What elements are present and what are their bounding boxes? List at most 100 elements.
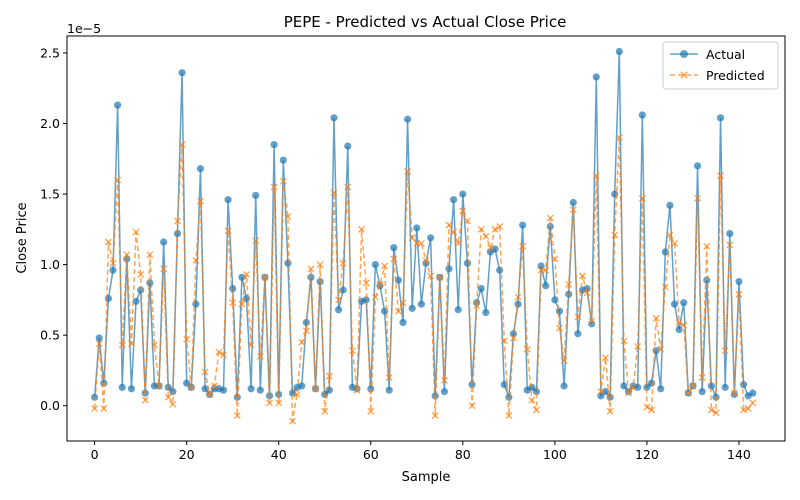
data-point-predicted bbox=[703, 242, 711, 250]
data-point-actual bbox=[196, 165, 205, 173]
data-point-predicted bbox=[625, 389, 633, 397]
data-point-actual bbox=[104, 294, 113, 303]
data-point-actual bbox=[238, 273, 246, 281]
data-point-predicted bbox=[684, 389, 692, 397]
data-point-predicted bbox=[201, 368, 209, 376]
data-point-predicted bbox=[707, 406, 715, 414]
data-point-actual bbox=[247, 385, 255, 393]
x-tick-label: 20 bbox=[179, 447, 195, 462]
data-point-predicted bbox=[422, 256, 430, 264]
data-point-predicted bbox=[247, 341, 255, 349]
data-point-predicted bbox=[565, 280, 573, 288]
data-point-actual bbox=[643, 383, 651, 391]
data-point-actual bbox=[698, 388, 706, 396]
data-point-predicted bbox=[132, 228, 140, 236]
data-point-predicted bbox=[238, 300, 246, 308]
data-point-actual bbox=[707, 382, 715, 390]
data-point-predicted bbox=[454, 239, 462, 247]
data-point-actual bbox=[620, 382, 628, 390]
data-point-actual bbox=[601, 388, 610, 396]
data-point-predicted bbox=[390, 255, 398, 263]
data-point-actual bbox=[551, 296, 559, 304]
data-point-predicted bbox=[164, 393, 172, 401]
data-point-predicted bbox=[127, 340, 135, 348]
data-point-predicted bbox=[477, 225, 485, 233]
data-point-predicted bbox=[726, 241, 734, 249]
y-tick-label: 1.0 bbox=[40, 257, 60, 272]
data-point-actual bbox=[118, 383, 126, 391]
data-point-actual bbox=[427, 234, 435, 242]
data-point-actual bbox=[703, 276, 711, 284]
y-tick-label: 2.0 bbox=[40, 116, 60, 131]
data-point-actual bbox=[229, 284, 237, 293]
data-point-predicted bbox=[551, 255, 559, 263]
data-point-predicted bbox=[381, 262, 389, 270]
data-point-predicted bbox=[431, 412, 439, 420]
data-point-predicted bbox=[399, 299, 407, 307]
data-point-actual bbox=[638, 111, 646, 119]
data-point-predicted bbox=[224, 227, 232, 235]
data-point-predicted bbox=[675, 318, 683, 326]
data-point-predicted bbox=[206, 390, 214, 398]
data-point-predicted bbox=[362, 279, 370, 287]
data-point-actual bbox=[693, 162, 702, 170]
data-point-predicted bbox=[371, 293, 379, 301]
data-point-predicted bbox=[574, 313, 582, 321]
data-point-actual bbox=[417, 300, 425, 308]
data-point-predicted bbox=[178, 141, 186, 149]
data-point-actual bbox=[132, 297, 140, 305]
legend-label-predicted: Predicted bbox=[706, 68, 765, 83]
x-tick-label: 80 bbox=[455, 447, 471, 462]
data-point-actual bbox=[555, 307, 564, 315]
data-point-actual bbox=[127, 385, 136, 393]
data-point-actual bbox=[233, 393, 241, 401]
data-point-actual bbox=[270, 141, 278, 149]
data-point-actual bbox=[440, 388, 449, 396]
data-point-actual bbox=[661, 248, 669, 256]
data-point-actual bbox=[459, 190, 467, 198]
data-point-actual bbox=[413, 224, 421, 232]
data-point-predicted bbox=[680, 321, 688, 329]
data-point-predicted bbox=[597, 388, 605, 396]
data-point-predicted bbox=[417, 239, 425, 247]
data-point-predicted bbox=[588, 317, 596, 325]
data-point-predicted bbox=[546, 214, 554, 222]
data-point-predicted bbox=[284, 213, 292, 221]
data-point-predicted bbox=[325, 372, 333, 380]
data-point-actual bbox=[505, 393, 513, 401]
data-point-predicted bbox=[505, 412, 513, 420]
data-point-actual bbox=[450, 196, 458, 204]
data-point-predicted bbox=[187, 383, 195, 391]
data-point-predicted bbox=[114, 176, 122, 184]
data-point-actual bbox=[532, 388, 541, 396]
data-point-predicted bbox=[270, 183, 278, 191]
data-point-predicted bbox=[592, 172, 600, 180]
data-point-predicted bbox=[376, 280, 384, 288]
data-point-predicted bbox=[509, 334, 517, 342]
x-tick-label: 100 bbox=[543, 447, 567, 462]
data-point-actual bbox=[445, 265, 453, 273]
series-line-actual bbox=[93, 51, 754, 400]
data-point-predicted bbox=[298, 338, 306, 346]
data-point-predicted bbox=[146, 251, 154, 259]
data-point-actual bbox=[519, 221, 527, 229]
data-point-predicted bbox=[532, 406, 540, 414]
y-offset-label: 1e−5 bbox=[67, 21, 101, 36]
data-point-actual bbox=[739, 380, 748, 389]
data-point-actual bbox=[749, 389, 757, 397]
data-point-actual bbox=[109, 266, 117, 274]
legend-marker-predicted bbox=[680, 71, 688, 79]
data-point-predicted bbox=[243, 270, 250, 278]
data-point-actual bbox=[114, 101, 122, 109]
data-point-predicted bbox=[169, 400, 177, 408]
data-point-predicted bbox=[385, 374, 393, 381]
data-point-predicted bbox=[394, 307, 402, 315]
data-point-actual bbox=[634, 383, 642, 391]
data-point-predicted bbox=[555, 324, 563, 332]
data-point-predicted bbox=[293, 390, 301, 398]
chart-title: PEPE - Predicted vs Actual Close Price bbox=[284, 13, 567, 31]
legend-label-actual: Actual bbox=[706, 47, 745, 62]
x-tick-label: 0 bbox=[91, 447, 99, 462]
data-point-predicted bbox=[196, 197, 204, 205]
